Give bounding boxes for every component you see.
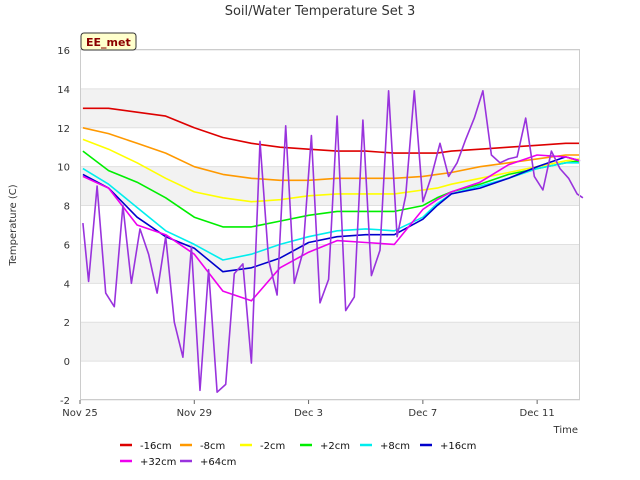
y-tick-label: 12 (57, 124, 70, 135)
legend-label: +32cm (140, 457, 176, 468)
x-tick-label: Dec 11 (520, 408, 555, 419)
grid-band (80, 322, 580, 362)
y-tick-label: 2 (64, 318, 70, 329)
legend-label: -16cm (140, 441, 172, 452)
series-line--16cm (82, 107, 580, 154)
grid-band (80, 166, 580, 206)
y-tick-label: -2 (60, 396, 70, 407)
x-tick-label: Nov 29 (177, 408, 212, 419)
series-line--8cm (82, 127, 580, 182)
legend: -16cm -8cm -2cm +2cm +8cm +16cm +32cm +64cm (120, 441, 476, 468)
legend-label: +16cm (440, 441, 476, 452)
chart-title: Soil/Water Temperature Set 3 (225, 4, 416, 19)
station-badge: EE_met (80, 32, 137, 51)
grid-bands (80, 49, 580, 401)
x-tick-label: Dec 3 (294, 408, 323, 419)
y-tick-label: 0 (64, 357, 70, 368)
grid-band (80, 283, 580, 323)
y-tick-label: 14 (57, 85, 70, 96)
legend-label: +8cm (380, 441, 410, 452)
y-tick-label: 10 (57, 163, 70, 174)
badge-text: EE_met (86, 36, 131, 49)
legend-label: +64cm (200, 457, 236, 468)
legend-label: -8cm (200, 441, 225, 452)
grid-band (80, 361, 580, 400)
plot-lines (82, 90, 584, 394)
x-tick-label: Dec 7 (408, 408, 437, 419)
grid-band (80, 50, 580, 89)
grid-band (80, 88, 580, 128)
badge-box (80, 32, 137, 51)
x-axis-label: Time (553, 425, 578, 436)
y-tick-label: 6 (64, 240, 70, 251)
y-tick-label: 8 (64, 202, 70, 213)
series-line-+2cm (82, 150, 581, 228)
y-tick-label: 4 (64, 279, 70, 290)
series-line--2cm (82, 138, 581, 203)
legend-label: +2cm (320, 441, 350, 452)
series-line-+64cm (82, 90, 584, 394)
series-line-+32cm (82, 154, 581, 302)
legend-label: -2cm (260, 441, 285, 452)
y-axis: -2 0 2 4 6 8 10 12 14 16 (57, 46, 70, 407)
x-tick-label: Nov 25 (62, 408, 97, 419)
plot-frame (80, 49, 580, 400)
x-axis: Nov 25 Nov 29 Dec 3 Dec 7 Dec 11 (62, 400, 555, 419)
y-tick-label: 16 (57, 46, 70, 57)
y-axis-label: Temperature (C) (8, 184, 19, 266)
